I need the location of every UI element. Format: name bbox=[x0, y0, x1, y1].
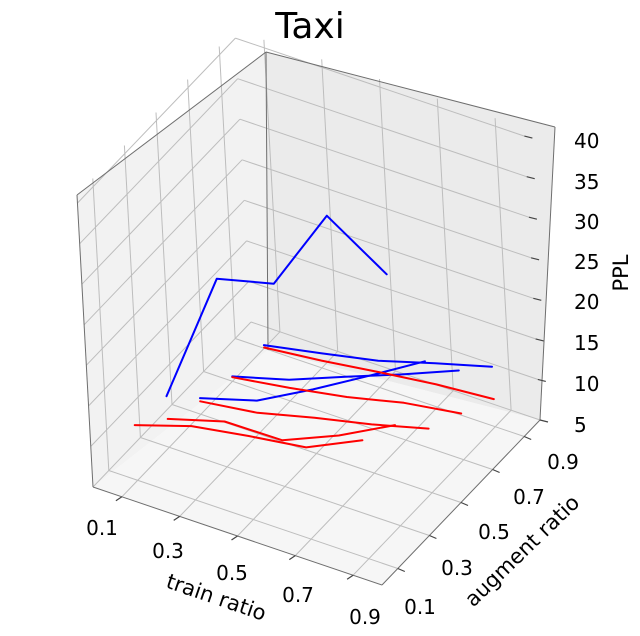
series-line-5 bbox=[231, 369, 460, 381]
z-tick-label: 40 bbox=[574, 129, 599, 153]
z-tick-label: 35 bbox=[574, 170, 599, 194]
grid-line bbox=[108, 470, 398, 569]
x-tick-labels: 0.1 0.3 0.5 0.7 0.9 bbox=[86, 516, 381, 629]
x-tick-label: 0.5 bbox=[216, 561, 248, 585]
z-tick-label: 25 bbox=[574, 250, 599, 274]
series-lines bbox=[133, 214, 495, 449]
grid-line bbox=[248, 280, 538, 380]
z-tick-mark bbox=[530, 257, 540, 261]
x-tick-label: 0.3 bbox=[152, 539, 184, 563]
y-tick-mark bbox=[492, 468, 500, 474]
z-tick-label: 30 bbox=[574, 210, 599, 234]
grid-line bbox=[85, 199, 245, 366]
pane-floor bbox=[93, 350, 540, 585]
series-line-4 bbox=[199, 400, 430, 430]
z-tick-label: 10 bbox=[574, 372, 599, 396]
series-line-3 bbox=[199, 360, 426, 402]
grid-line bbox=[241, 159, 532, 259]
grid-line bbox=[92, 321, 252, 488]
z-tick-mark bbox=[524, 135, 533, 139]
y-tick-label: 0.7 bbox=[513, 485, 545, 509]
grid-line bbox=[83, 159, 243, 326]
grid-line bbox=[88, 240, 247, 407]
grid-line bbox=[237, 78, 527, 178]
axis-ticks bbox=[115, 135, 549, 580]
grid-line bbox=[81, 118, 241, 285]
y-tick-mark bbox=[523, 435, 532, 441]
x-tick-mark bbox=[346, 574, 354, 580]
x-tick-label: 0.7 bbox=[282, 583, 314, 607]
grid-lines bbox=[77, 37, 541, 576]
y-tick-label: 0.9 bbox=[547, 450, 579, 474]
y-tick-label: 0.5 bbox=[478, 520, 510, 544]
z-tick-mark bbox=[537, 378, 546, 382]
grid-line bbox=[235, 37, 525, 137]
grid-line bbox=[244, 199, 534, 299]
x-tick-mark bbox=[288, 555, 296, 561]
z-tick-mark bbox=[526, 176, 535, 180]
grid-line bbox=[203, 371, 493, 470]
grid-line bbox=[90, 281, 250, 447]
z-tick-mark bbox=[533, 297, 542, 301]
series-line-7 bbox=[262, 344, 493, 368]
y-tick-mark bbox=[397, 567, 406, 573]
series-line-6 bbox=[231, 376, 463, 415]
grid-line bbox=[140, 437, 430, 536]
z-tick-mark bbox=[539, 419, 549, 423]
series-line-8 bbox=[263, 346, 495, 401]
z-tick-label: 20 bbox=[574, 290, 599, 314]
y-tick-label: 0.3 bbox=[441, 556, 473, 580]
series-line-1 bbox=[165, 214, 388, 398]
x-tick-mark bbox=[115, 496, 123, 502]
x-tick-mark bbox=[173, 515, 181, 521]
z-tick-labels: 5 10 15 20 25 30 35 40 bbox=[574, 129, 599, 437]
grid-line bbox=[79, 78, 239, 245]
grid-line bbox=[235, 338, 525, 437]
z-tick-label: 5 bbox=[574, 413, 587, 437]
x-tick-mark bbox=[231, 535, 238, 541]
pane-back-right bbox=[266, 52, 555, 420]
series-line-2 bbox=[166, 417, 396, 442]
series-line-0 bbox=[133, 424, 364, 449]
z-tick-label: 15 bbox=[574, 331, 599, 355]
y-tick-labels: 0.1 0.3 0.5 0.7 0.9 bbox=[404, 450, 579, 619]
grid-line bbox=[250, 321, 541, 421]
x-tick-label: 0.9 bbox=[349, 605, 381, 629]
pane-edges bbox=[76, 51, 556, 586]
grid-line bbox=[77, 37, 236, 204]
z-tick-mark bbox=[528, 216, 538, 220]
chart-title: Taxi bbox=[274, 6, 344, 47]
y-tick-mark bbox=[460, 501, 469, 507]
grid-line bbox=[239, 118, 530, 218]
y-tick-mark bbox=[429, 534, 437, 540]
y-tick-label: 0.1 bbox=[404, 595, 436, 619]
z-axis-label: PPL bbox=[609, 254, 633, 291]
z-tick-mark bbox=[535, 338, 544, 342]
x-tick-label: 0.1 bbox=[86, 516, 118, 540]
